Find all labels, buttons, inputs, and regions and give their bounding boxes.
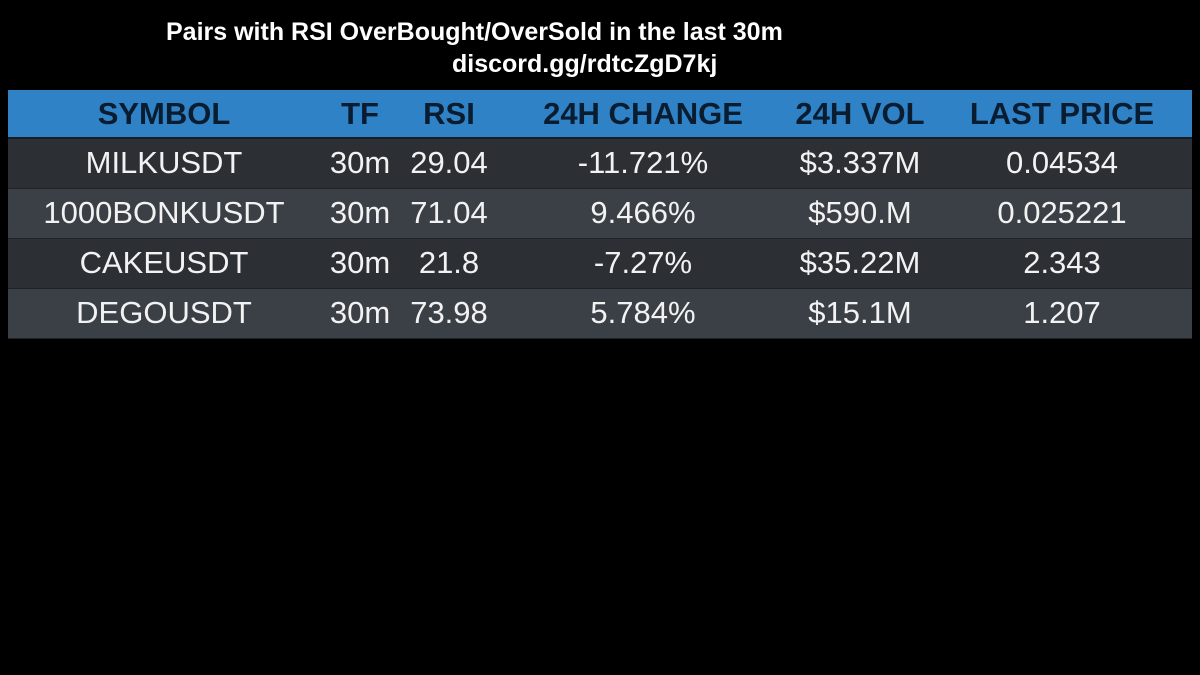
cell-24h-change: 9.466% xyxy=(498,188,788,239)
cell-last-price: 0.025221 xyxy=(932,188,1192,239)
cell-last-price: 0.04534 xyxy=(932,138,1192,189)
cell-symbol: MILKUSDT xyxy=(8,138,320,189)
table-row: MILKUSDT 30m 29.04 -11.721% $3.337M 0.04… xyxy=(8,138,1192,189)
cell-24h-change: -7.27% xyxy=(498,238,788,289)
cell-24h-vol: $590.M xyxy=(788,188,932,239)
column-header-last-price: LAST PRICE xyxy=(932,90,1192,139)
table-header-row: SYMBOL TF RSI 24H CHANGE 24H VOL LAST PR… xyxy=(8,90,1192,139)
cell-tf: 30m xyxy=(320,138,400,189)
column-header-24h-vol: 24H VOL xyxy=(788,90,932,139)
column-header-tf: TF xyxy=(320,90,400,139)
cell-symbol: DEGOUSDT xyxy=(8,288,320,339)
cell-rsi: 29.04 xyxy=(400,138,498,189)
column-header-24h-change: 24H CHANGE xyxy=(498,90,788,139)
cell-24h-change: -11.721% xyxy=(498,138,788,189)
table-row: 1000BONKUSDT 30m 71.04 9.466% $590.M 0.0… xyxy=(8,188,1192,239)
cell-24h-vol: $3.337M xyxy=(788,138,932,189)
cell-tf: 30m xyxy=(320,188,400,239)
cell-tf: 30m xyxy=(320,288,400,339)
cell-rsi: 73.98 xyxy=(400,288,498,339)
discord-link[interactable]: discord.gg/rdtcZgD7kj xyxy=(452,50,718,78)
rsi-table: SYMBOL TF RSI 24H CHANGE 24H VOL LAST PR… xyxy=(8,90,1192,339)
cell-tf: 30m xyxy=(320,238,400,289)
cell-rsi: 21.8 xyxy=(400,238,498,289)
cell-rsi: 71.04 xyxy=(400,188,498,239)
table-row: DEGOUSDT 30m 73.98 5.784% $15.1M 1.207 xyxy=(8,288,1192,339)
table-row: CAKEUSDT 30m 21.8 -7.27% $35.22M 2.343 xyxy=(8,238,1192,289)
column-header-symbol: SYMBOL xyxy=(8,90,320,139)
cell-symbol: CAKEUSDT xyxy=(8,238,320,289)
rsi-table-container: SYMBOL TF RSI 24H CHANGE 24H VOL LAST PR… xyxy=(8,90,1192,339)
cell-24h-vol: $35.22M xyxy=(788,238,932,289)
column-header-rsi: RSI xyxy=(400,90,498,139)
cell-24h-change: 5.784% xyxy=(498,288,788,339)
cell-last-price: 2.343 xyxy=(932,238,1192,289)
cell-24h-vol: $15.1M xyxy=(788,288,932,339)
cell-last-price: 1.207 xyxy=(932,288,1192,339)
page-title: Pairs with RSI OverBought/OverSold in th… xyxy=(166,18,783,46)
cell-symbol: 1000BONKUSDT xyxy=(8,188,320,239)
